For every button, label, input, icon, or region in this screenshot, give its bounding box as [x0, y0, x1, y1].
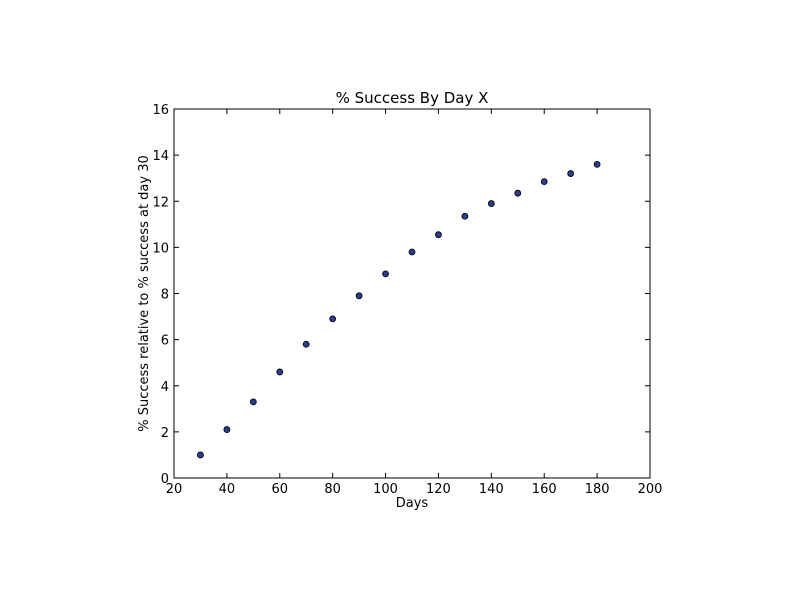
y-tick-label: 4 — [161, 380, 169, 395]
x-tick-label: 200 — [638, 482, 663, 497]
data-point — [302, 340, 310, 348]
data-point — [223, 426, 231, 433]
x-tick-label: 20 — [166, 482, 183, 497]
y-tick-label: 6 — [161, 334, 169, 349]
data-point — [435, 231, 442, 239]
x-tick-label: 100 — [373, 482, 398, 497]
data-point — [355, 292, 363, 300]
y-tick-label: 10 — [152, 241, 169, 256]
data-point — [197, 451, 204, 459]
data-point — [514, 189, 522, 197]
x-tick-label: 180 — [585, 482, 610, 497]
data-point — [593, 160, 601, 168]
y-tick-label: 12 — [152, 195, 169, 210]
y-tick-label: 8 — [161, 288, 169, 303]
x-axis-ticks: 20 40 60 80 100 120 140 160 180 200 — [166, 109, 663, 497]
plot-area — [173, 108, 651, 479]
y-tick-label: 16 — [152, 103, 169, 118]
data-point — [540, 178, 548, 186]
x-tick-label: 60 — [272, 482, 289, 497]
y-axis-label: % Success relative to % success at day 3… — [137, 155, 152, 432]
x-tick-label: 140 — [479, 482, 504, 497]
x-tick-label: 160 — [532, 482, 557, 497]
data-point — [461, 212, 469, 220]
data-point — [487, 200, 495, 207]
y-tick-label: 2 — [161, 426, 169, 441]
x-tick-label: 120 — [426, 482, 451, 497]
plot-frame — [173, 108, 651, 479]
data-points — [197, 160, 601, 459]
y-tick-label: 0 — [161, 472, 169, 487]
y-axis-ticks: 0 2 4 6 8 10 12 14 16 — [152, 103, 650, 487]
x-tick-label: 80 — [324, 482, 341, 497]
x-axis-label: Days — [396, 496, 429, 511]
chart-title: % Success By Day X — [336, 89, 489, 107]
data-point — [276, 368, 284, 376]
data-point — [567, 170, 575, 177]
data-point — [329, 315, 337, 323]
data-point — [249, 398, 257, 406]
y-tick-label: 14 — [152, 149, 169, 164]
data-point — [382, 270, 389, 278]
x-tick-label: 40 — [219, 482, 236, 497]
data-point — [408, 248, 416, 256]
